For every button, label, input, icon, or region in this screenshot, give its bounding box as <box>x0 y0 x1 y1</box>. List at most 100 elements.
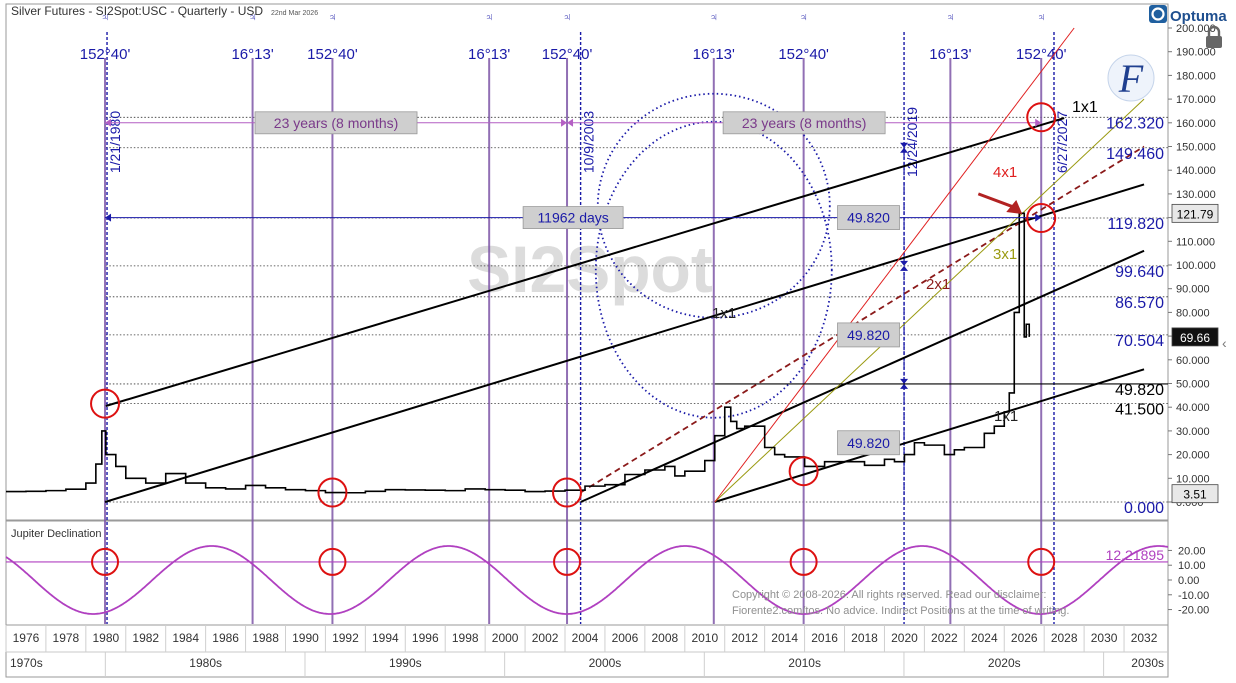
optuma-brand: Optuma <box>1170 8 1227 25</box>
cycle-ellipse-upper <box>596 92 831 319</box>
jupiter-y-tick-label: -20.00 <box>1178 605 1209 617</box>
angle-label: 152°40' <box>80 46 131 63</box>
y-tick-label: 140.000 <box>1176 165 1216 177</box>
date-label: 6/27/2027 <box>1054 111 1070 173</box>
level-label: 41.500 <box>1115 402 1164 419</box>
angle-label: 16°13' <box>231 46 273 63</box>
high-arrow-head-icon <box>1006 200 1023 215</box>
span-label-box <box>522 206 624 230</box>
year-label: 2008 <box>652 631 679 645</box>
measure-box-label: 49.820 <box>847 435 890 451</box>
y-tick-label: 110.000 <box>1176 236 1215 248</box>
decade-label: 2010s <box>788 656 821 670</box>
chart-date: 22nd Mar 2026 <box>271 10 318 17</box>
year-label: 2020 <box>891 631 918 645</box>
span-arrow-right-icon <box>561 118 568 127</box>
measure-box <box>837 430 900 456</box>
year-label: 1986 <box>212 631 239 645</box>
angle-label: 152°40' <box>307 46 358 63</box>
span-label-box <box>722 111 886 135</box>
y-tick-label: 60.000 <box>1176 355 1210 367</box>
year-label: 2024 <box>971 631 998 645</box>
measure-arrow-down-icon <box>900 142 909 148</box>
cycle-circle <box>788 456 819 487</box>
year-label: 1990 <box>292 631 319 645</box>
y-tick-label: 180.000 <box>1176 70 1216 82</box>
collapse-chevron-icon: ‹ <box>1222 335 1227 351</box>
level-label: 99.640 <box>1115 264 1164 281</box>
gann-line <box>714 368 1145 503</box>
gann-line <box>580 249 1145 503</box>
year-label: 2018 <box>851 631 878 645</box>
chart-title: Silver Futures - SI2Spot:USC - Quarterly… <box>11 4 263 18</box>
year-label: 2016 <box>811 631 838 645</box>
gann-label-1x1-top: 1x1 <box>1072 99 1098 116</box>
date-label: 12/24/2019 <box>904 107 920 177</box>
y-tick-label: 100.000 <box>1176 260 1216 272</box>
fiorente-logo-circle <box>1107 54 1155 102</box>
year-label: 1998 <box>452 631 479 645</box>
angle-glyph-icon: ♃ <box>799 10 808 24</box>
lock-icon[interactable] <box>1206 25 1222 48</box>
time-axis: 1976 1978 1980 1982 1984 1986 1988 1990 1992 1994… <box>5 625 1164 677</box>
jupiter-y-tick-label: 20.00 <box>1178 545 1206 557</box>
gann-label-1x1-mid: 1x1 <box>712 305 736 322</box>
angle-label: 16°13' <box>468 46 510 63</box>
jupiter-pane: Jupiter Declination 20.00 10.00 0.00 -10.00 -… <box>5 528 1209 617</box>
year-label: 2022 <box>931 631 958 645</box>
gann-lines <box>104 27 1168 503</box>
angle-glyph-icon: ♃ <box>1037 10 1046 24</box>
decade-label: 1990s <box>389 656 422 670</box>
span-arrow-right-icon <box>1035 118 1042 127</box>
y-tick-label: 150.000 <box>1176 142 1216 154</box>
y-tick-label: 170.000 <box>1176 94 1216 106</box>
year-label: 2002 <box>532 631 559 645</box>
angle-glyph-icon: ♃ <box>328 10 337 24</box>
decade-label: 2000s <box>589 656 622 670</box>
time-cycle-ellipses <box>594 92 833 419</box>
price-series <box>6 212 1031 494</box>
chart-labels: 1x1 4x1 3x1 2x1 1x1 1x1 162.320 149.460 119.820 9… <box>712 99 1164 517</box>
span-arrow-right-icon <box>1035 213 1042 222</box>
gann-label-3x1: 3x1 <box>993 246 1017 263</box>
span-arrow-left-icon <box>567 118 574 127</box>
low-flag: 3.51 <box>1183 488 1207 502</box>
y-tick-label: 40.000 <box>1176 402 1210 414</box>
jupiter-current-label: 12.21895 <box>1106 547 1165 563</box>
copyright-line-2: Fiorente2.com/tos. No advice. Indirect P… <box>732 605 1069 617</box>
gann-line <box>714 98 1145 503</box>
level-label: 70.504 <box>1115 333 1164 350</box>
jupiter-circle <box>91 547 120 576</box>
time-spans: 23 years (8 months) 23 years (8 months) 11… <box>105 111 1042 456</box>
y-tick-label: 20.000 <box>1176 450 1210 462</box>
vertical-lines: ♃ 152°40' ♃ 16°13' ♃ 152°40' ♃ 16°13' ♃ 152°40' ♃ 1… <box>80 10 1070 624</box>
last-price-flag-box <box>1171 327 1219 347</box>
optuma-logo: Optuma <box>1149 5 1227 25</box>
angle-glyph-icon: ♃ <box>563 10 572 24</box>
cycle-circle <box>1026 203 1057 234</box>
year-label: 2000 <box>492 631 519 645</box>
angle-glyph-icon: ♃ <box>946 10 955 24</box>
jupiter-curve <box>5 545 1169 615</box>
lock-body <box>1206 36 1222 48</box>
level-label: 149.460 <box>1106 146 1164 163</box>
year-label: 2032 <box>1131 631 1158 645</box>
y-tick-label: 30.000 <box>1176 426 1210 438</box>
measure-arrow-up-icon <box>900 383 909 389</box>
angle-glyph-icon: ♃ <box>248 10 257 24</box>
year-label: 2006 <box>612 631 639 645</box>
cycle-circle <box>90 388 121 419</box>
date-label: 10/9/2003 <box>581 111 597 173</box>
year-label: 1994 <box>372 631 399 645</box>
jupiter-y-tick-label: -10.00 <box>1178 590 1209 602</box>
decade-label: 2020s <box>988 656 1021 670</box>
level-label: 86.570 <box>1115 295 1164 312</box>
time-axis-frame <box>5 624 1169 678</box>
high-arrow-shaft <box>977 192 1014 209</box>
jupiter-circle <box>1027 547 1056 576</box>
year-label: 1992 <box>332 631 359 645</box>
span-label-box <box>254 111 418 135</box>
year-label: 2026 <box>1011 631 1038 645</box>
jupiter-circle <box>553 547 582 576</box>
